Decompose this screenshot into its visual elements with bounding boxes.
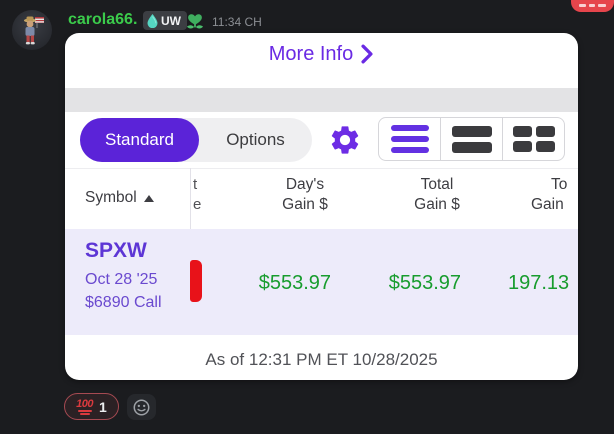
row-total-gain-pct: 197.13 [508,272,570,294]
row-total-gain: $553.97 [388,272,461,294]
view-mode-segmented-control: Standard Options [80,118,312,162]
settings-button[interactable] [328,123,362,157]
row-days-gain: $553.97 [258,272,331,294]
as-of-timestamp: As of 12:31 PM ET 10/28/2025 [205,350,438,369]
tab-standard[interactable]: Standard [80,118,199,162]
layout-switcher [378,117,565,161]
rows-view-button[interactable] [440,118,502,160]
days-gain-header-line1: Day's [285,176,325,193]
username[interactable]: carola66. [68,11,138,28]
table-header [65,168,578,229]
message-timestamp: 11:34 CH [212,15,262,29]
section-separator [65,88,578,112]
gear-icon [331,126,359,154]
days-gain-header-line2: Gain $ [282,196,328,213]
avatar[interactable] [12,10,52,50]
column-header-pct-line2: Gain [531,196,564,213]
table-row[interactable] [65,229,578,335]
tab-options[interactable]: Options [226,130,285,149]
row-expiry: Oct 28 '25 [85,271,158,288]
sort-asc-icon [143,194,154,202]
reaction-100[interactable]: 100 1 [64,393,119,420]
clipped-header-line1: t [193,176,198,193]
column-header-clipped[interactable]: t e [193,175,201,215]
rows-view-icon [451,125,492,153]
hundred-points-emoji: 100 [76,397,94,415]
add-reaction-button[interactable] [127,394,156,420]
grid-view-button[interactable] [502,118,564,160]
column-header-symbol[interactable]: Symbol [85,188,154,208]
column-header-pct-line1[interactable]: To [551,176,568,193]
list-view-button[interactable] [379,118,440,160]
total-gain-header-line1: Total [420,176,454,193]
grid-view-icon [512,126,555,152]
growing-heart-emoji [184,10,206,32]
clipped-header-line2: e [193,196,202,213]
hundred-emoji-text: 100 [76,397,94,410]
smiley-icon [133,399,150,415]
avatar-figure-icon [24,16,44,45]
more-info-label: More Info [268,43,354,65]
column-header-total-gain[interactable]: Total Gain $ [391,175,483,215]
column-header-days-gain[interactable]: Day's Gain $ [259,175,351,215]
row-symbol: SPXW [85,239,147,262]
uw-role-badge: UW [143,11,187,30]
gem-droplet-icon [147,13,158,28]
red-badge[interactable] [571,0,614,12]
symbol-header-label: Symbol [85,189,137,206]
reaction-count: 1 [99,398,107,415]
portfolio-card: More Info Standard Options [65,33,578,380]
list-view-icon [390,125,429,153]
total-gain-header-line2: Gain $ [414,196,460,213]
row-contract: $6890 Call [85,294,162,311]
more-info-button[interactable]: More Info [65,43,578,66]
clipped-price-badge [190,260,202,302]
chevron-right-icon [361,44,373,64]
badge-label: UW [161,13,181,28]
